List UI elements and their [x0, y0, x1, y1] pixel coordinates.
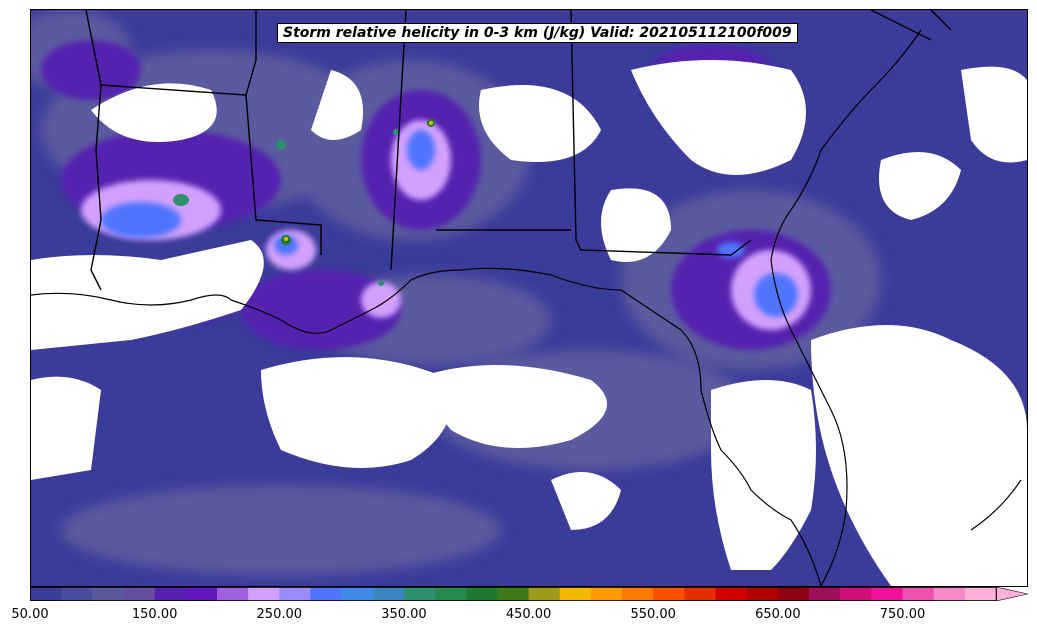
colorbar-tick-label: 150.00: [131, 607, 178, 622]
colorbar-segment: [715, 587, 748, 601]
colorbar-segment: [746, 587, 779, 601]
colorbar-segment: [435, 587, 467, 601]
colorbar-segment: [622, 587, 654, 601]
colorbar-segment: [528, 587, 561, 601]
colorbar-segments: [30, 587, 997, 601]
colorbar: [30, 587, 1029, 601]
colorbar-segment: [154, 587, 187, 601]
colorbar-segment: [653, 587, 685, 601]
coastlines: [31, 29, 1022, 586]
colorbar-segment: [61, 587, 93, 601]
colorbar-segment: [310, 587, 343, 601]
colorbar-segment: [123, 587, 156, 601]
helicity-field-blue: [101, 130, 798, 317]
colorbar-segment: [279, 587, 311, 601]
colorbar-segment: [840, 587, 872, 601]
colorbar-segment: [30, 587, 62, 601]
colorbar-segment: [559, 587, 592, 601]
colorbar-segment: [902, 587, 935, 601]
colorbar-segment: [185, 587, 218, 601]
helicity-field-peaks: [173, 119, 435, 286]
colorbar-segment: [216, 587, 249, 601]
state-borders: [85, 10, 952, 291]
colorbar-segment: [809, 587, 841, 601]
colorbar-tick-label: 250.00: [256, 607, 303, 622]
colorbar-segment: [871, 587, 904, 601]
colorbar-segment: [403, 587, 436, 601]
colorbar-segment: [684, 587, 717, 601]
colorbar-tick-label: 650.00: [755, 607, 801, 622]
colorbar-segment: [92, 587, 124, 601]
colorbar-tick-label: 50.00: [11, 607, 49, 622]
no-data-regions: [31, 60, 1027, 586]
helicity-map: [31, 10, 1027, 586]
colorbar-segment: [964, 587, 997, 601]
colorbar-segment: [933, 587, 966, 601]
map-panel: Storm relative helicity in 0-3 km (J/kg)…: [30, 9, 1028, 587]
colorbar-segment: [248, 587, 280, 601]
colorbar-segment: [341, 587, 374, 601]
colorbar-tick-label: 750.00: [879, 607, 926, 622]
colorbar-segment: [777, 587, 810, 601]
colorbar-tick-label: 350.00: [381, 607, 427, 622]
colorbar-segment: [466, 587, 498, 601]
colorbar-extend-arrow: [995, 587, 1029, 601]
colorbar-segment: [372, 587, 405, 601]
colorbar-segment: [497, 587, 530, 601]
colorbar-segment: [590, 587, 623, 601]
map-title: Storm relative helicity in 0-3 km (J/kg)…: [277, 23, 798, 43]
colorbar-tick-label: 550.00: [630, 607, 676, 622]
colorbar-tick-label: 450.00: [505, 607, 552, 622]
